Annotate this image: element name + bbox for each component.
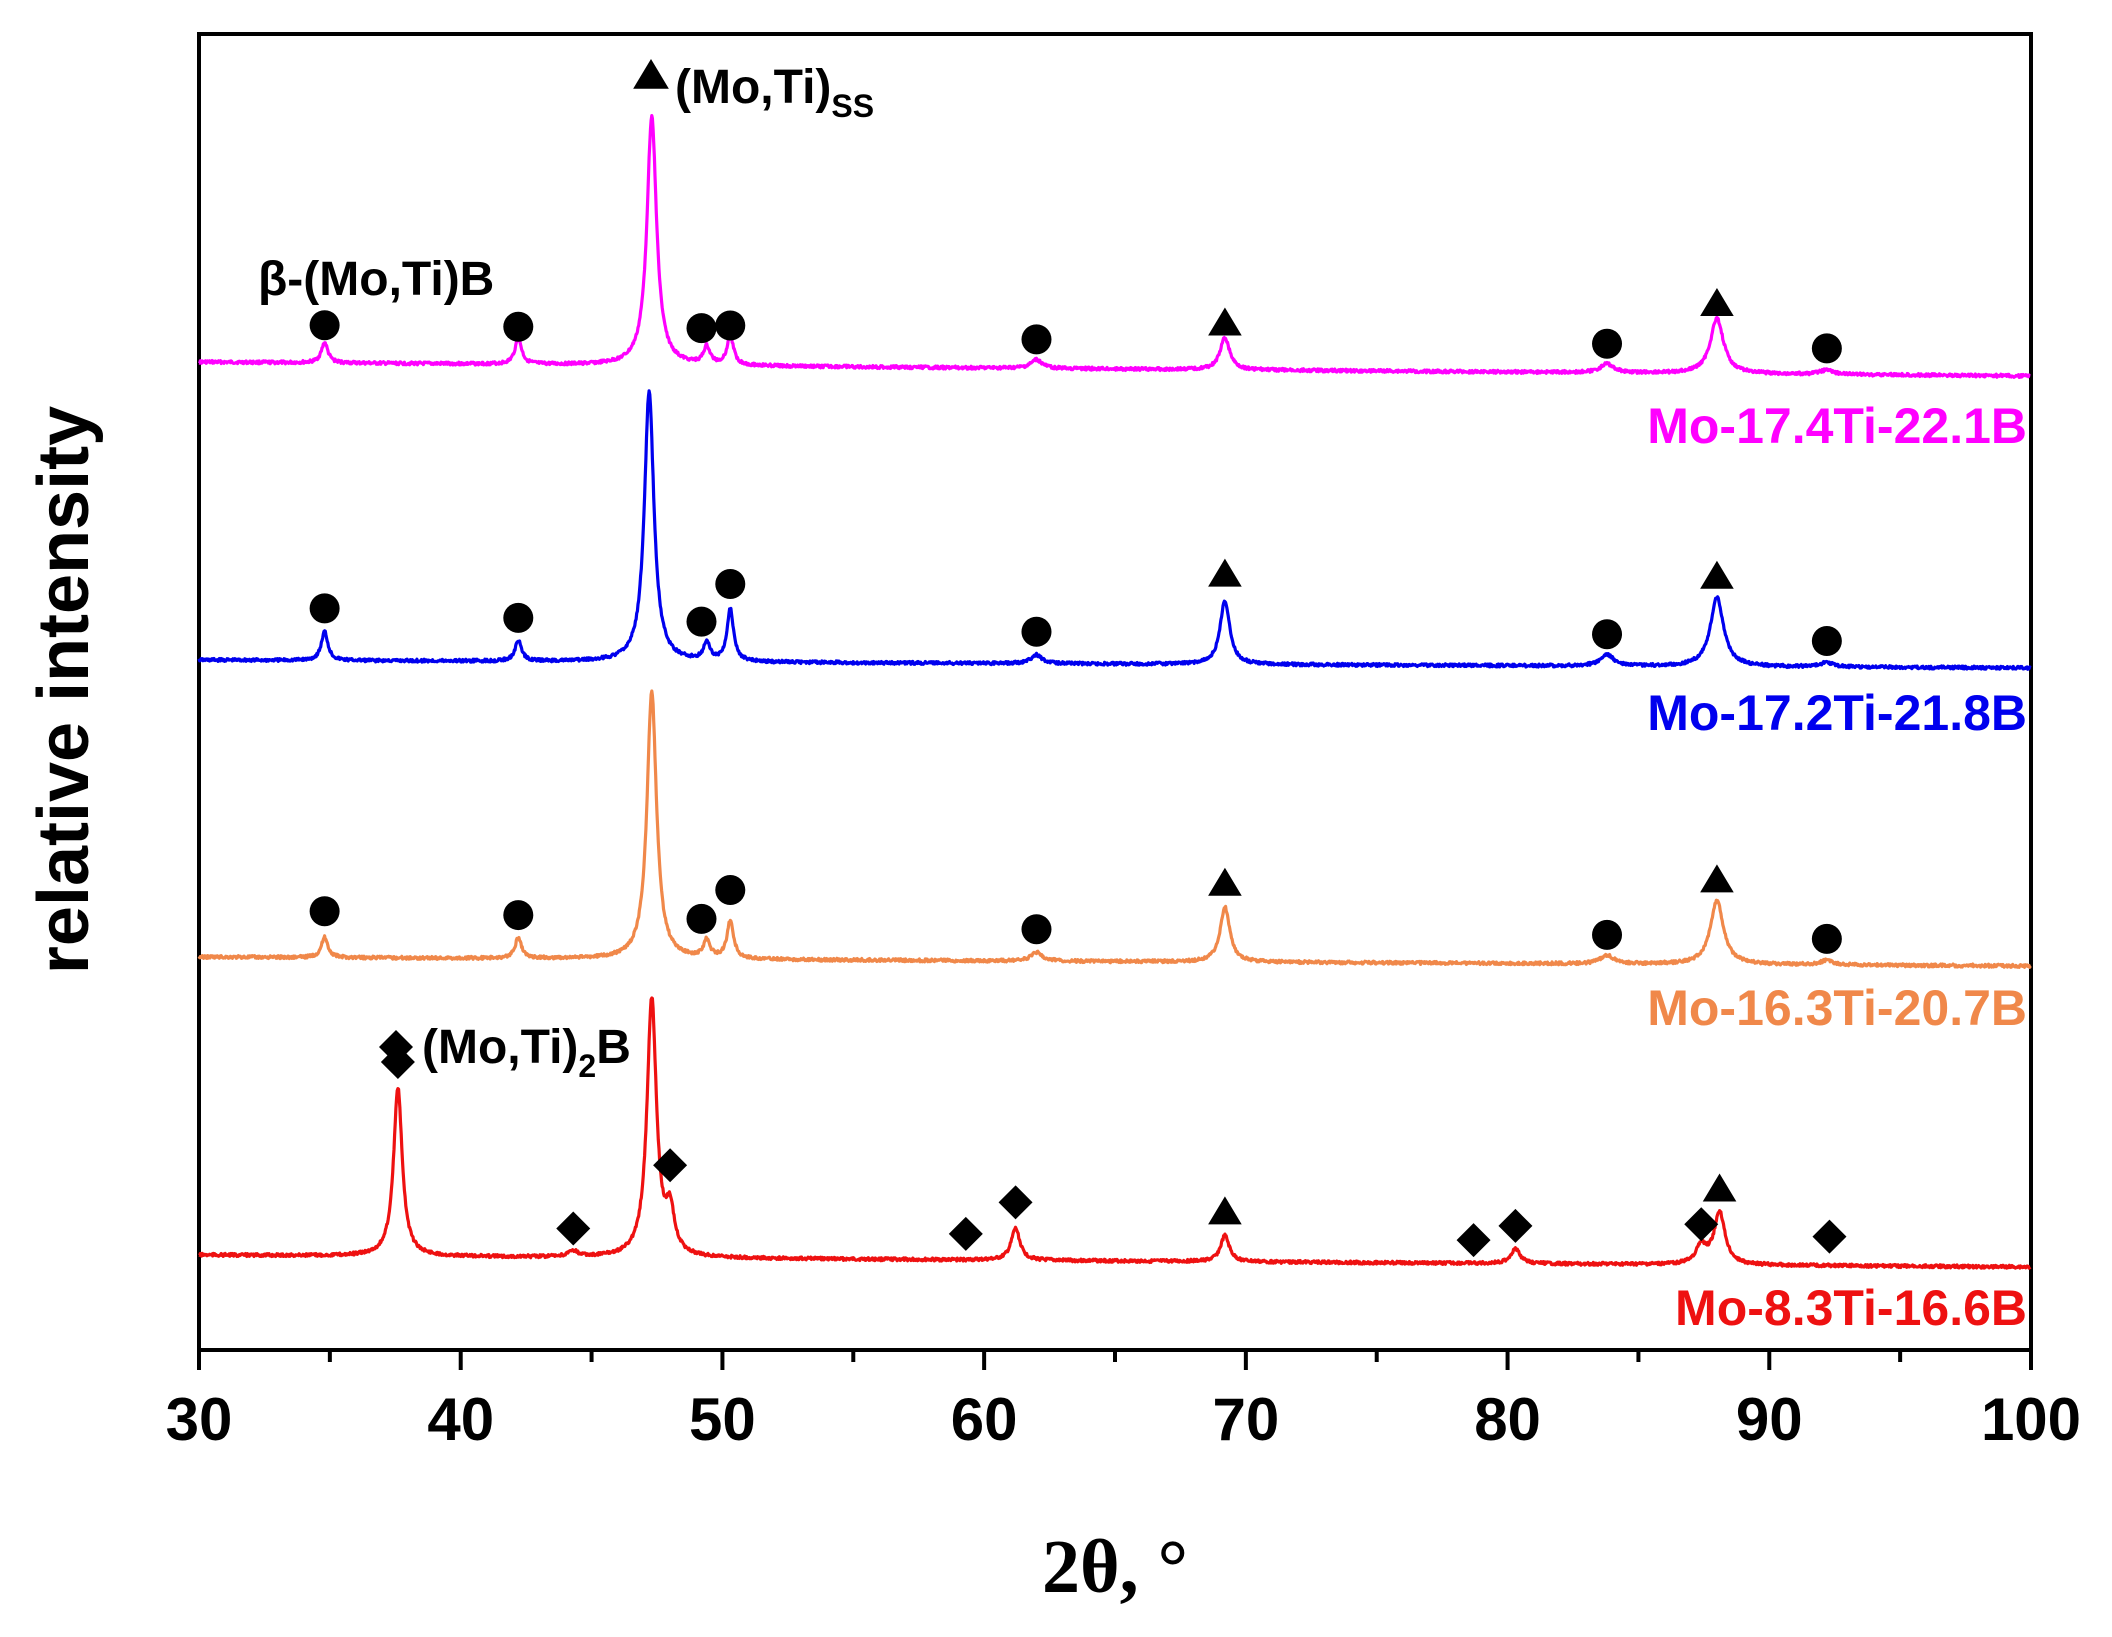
phase-marker-diamond <box>1498 1208 1533 1243</box>
phase-marker-circle <box>1021 914 1052 945</box>
phase-marker-diamond <box>948 1216 983 1251</box>
series-layer: Mo-17.4Ti-22.1B Mo-17.2Ti-21.8B Mo-16.3Ti-… <box>197 114 2032 1336</box>
y-axis-title: relative intensity <box>24 406 104 974</box>
phase-marker-circle <box>309 896 340 927</box>
phase-marker-diamond <box>556 1211 591 1246</box>
phase-label-beta-boride: β-(Mo,Ti)B <box>258 253 494 306</box>
phase-marker-circle <box>1021 616 1052 647</box>
series-label-4: Mo-8.3Ti-16.6B <box>1675 1280 2027 1336</box>
phase-marker-circle <box>715 875 746 906</box>
series-label-2: Mo-17.2Ti-21.8B <box>1647 685 2027 741</box>
phase-marker-circle <box>686 313 717 344</box>
x-tick-label: 80 <box>1474 1386 1541 1453</box>
phase-marker-circle <box>686 903 717 934</box>
x-tick-label: 50 <box>689 1386 756 1453</box>
phase-marker-circle <box>1592 919 1623 950</box>
series-line-4 <box>198 996 2032 1270</box>
phase-marker-circle <box>309 593 340 624</box>
x-tick-label: 90 <box>1736 1386 1803 1453</box>
phase-marker-circle <box>715 569 746 600</box>
phase-marker-triangle <box>1208 867 1242 896</box>
x-tick-label: 40 <box>427 1386 494 1453</box>
phase-marker-circle <box>1811 626 1842 657</box>
x-tick-label: 60 <box>951 1386 1018 1453</box>
phase-marker-circle <box>686 606 717 637</box>
phase-marker-triangle <box>1700 560 1734 589</box>
x-tick-label: 30 <box>166 1386 233 1453</box>
phase-marker-triangle <box>1208 558 1242 587</box>
phase-marker-circle <box>503 311 534 342</box>
x-tick-label: 70 <box>1212 1386 1279 1453</box>
phase-marker-circle <box>1021 324 1052 355</box>
phase-marker-circle <box>715 310 746 341</box>
phase-marker-triangle <box>1700 288 1734 316</box>
phase-marker-circle <box>1811 923 1842 954</box>
phase-marker-circle <box>503 900 534 931</box>
series-line-3 <box>197 689 2032 969</box>
phase-marker-circle <box>309 310 340 341</box>
series-label-3: Mo-16.3Ti-20.7B <box>1647 980 2027 1036</box>
phase-marker-diamond <box>653 1148 688 1183</box>
phase-marker-triangle <box>1700 864 1734 893</box>
phase-label-diamond-marker <box>379 1030 413 1064</box>
phase-marker-circle <box>1592 328 1623 359</box>
series-label-1: Mo-17.4Ti-22.1B <box>1647 398 2027 454</box>
series-line-1 <box>198 114 2032 379</box>
phase-marker-diamond <box>1456 1223 1491 1258</box>
series-line-2 <box>197 389 2032 671</box>
phase-label-m2b-boride: (Mo,Ti)2B <box>422 1021 631 1084</box>
phase-label-solid-solution: (Mo,Ti)SS <box>675 61 874 124</box>
phase-marker-diamond <box>998 1185 1033 1220</box>
x-axis-title: 2θ, ° <box>1042 1525 1188 1609</box>
phase-marker-triangle <box>1208 1196 1242 1225</box>
phase-marker-circle <box>503 602 534 633</box>
phase-marker-diamond <box>1812 1219 1847 1254</box>
marker-layer <box>309 59 1847 1258</box>
phase-marker-circle <box>1592 619 1623 650</box>
x-axis-ticks: 30 40 50 60 70 80 90 100 <box>166 1350 2081 1453</box>
phase-marker-triangle <box>1702 1173 1737 1202</box>
phase-label-triangle-marker <box>633 59 669 89</box>
phase-marker-circle <box>1811 333 1842 364</box>
phase-marker-diamond <box>1684 1207 1719 1242</box>
phase-marker-triangle <box>1208 307 1242 336</box>
x-tick-label: 100 <box>1981 1386 2081 1453</box>
